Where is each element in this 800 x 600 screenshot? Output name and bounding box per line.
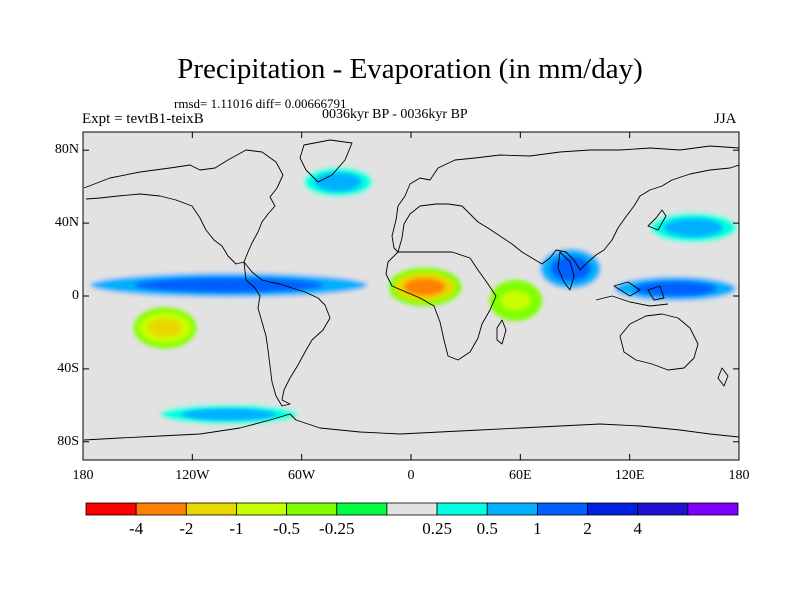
lat-tick-label: 80N bbox=[54, 142, 79, 158]
coast-new-zealand bbox=[717, 367, 729, 387]
coast-eurasia bbox=[391, 145, 739, 271]
coast-antarctica bbox=[83, 413, 739, 441]
field-region-core bbox=[549, 255, 592, 282]
colorbar-swatch bbox=[436, 502, 488, 516]
stats-line: rmsd= 1.11016 diff= 0.00666791 bbox=[174, 96, 347, 111]
field-region-core bbox=[500, 290, 531, 311]
colorbar bbox=[85, 502, 739, 516]
axis-ticks bbox=[82, 132, 740, 460]
colorbar-swatch bbox=[286, 502, 338, 516]
experiment-label: Expt = tevtB1-teixB bbox=[82, 111, 204, 127]
coast-australia bbox=[619, 313, 699, 371]
lat-tick-label: 80S bbox=[57, 433, 79, 449]
coast-south-america bbox=[243, 261, 331, 407]
colorbar-label: 1 bbox=[533, 519, 542, 538]
colorbar-label: -0.25 bbox=[319, 519, 355, 538]
colorbar-label: -4 bbox=[129, 519, 144, 538]
coast-india bbox=[557, 251, 575, 291]
coast-greenland bbox=[299, 139, 353, 183]
coast-japan bbox=[647, 209, 667, 231]
lon-tick-label: 120W bbox=[175, 468, 210, 483]
colorbar-swatch bbox=[587, 502, 639, 516]
lon-tick-label: 180 bbox=[728, 468, 750, 483]
colorbar-swatch bbox=[536, 502, 588, 516]
colorbar-swatch bbox=[185, 502, 237, 516]
field-region-core bbox=[147, 318, 183, 338]
field-region-core bbox=[663, 218, 724, 238]
field-region-core bbox=[134, 277, 324, 293]
lon-tick-label: 60W bbox=[288, 468, 316, 483]
coast-north-america bbox=[83, 149, 284, 265]
map-field bbox=[83, 132, 739, 460]
field-region-core bbox=[181, 408, 277, 421]
colorbar-label: 0.5 bbox=[476, 519, 498, 538]
colorbar-swatch bbox=[85, 502, 137, 516]
colorbar-swatch bbox=[135, 502, 187, 516]
colorbar-swatch bbox=[637, 502, 689, 516]
colorbar-label: -2 bbox=[179, 519, 194, 538]
lon-tick-label: 60E bbox=[509, 468, 532, 483]
colorbar-label: 2 bbox=[583, 519, 592, 538]
coast-se-asia-islands bbox=[595, 281, 669, 307]
lon-tick-label: 180 bbox=[72, 468, 94, 483]
colorbar-swatch bbox=[386, 502, 438, 516]
colorbar-swatch bbox=[486, 502, 538, 516]
lat-tick-label: 40S bbox=[57, 360, 79, 376]
lon-tick-label: 0 bbox=[407, 468, 415, 483]
lon-tick-label: 120E bbox=[614, 468, 645, 483]
colorbar-label: -0.5 bbox=[273, 519, 301, 538]
lat-tick-label: 40N bbox=[54, 215, 79, 231]
field-region-core bbox=[314, 172, 362, 192]
lat-tick-label: 0 bbox=[72, 288, 79, 303]
colorbar-swatch bbox=[687, 502, 739, 516]
colorbar-label: 4 bbox=[633, 519, 642, 538]
season-label: JJA bbox=[714, 111, 737, 127]
colorbar-swatch bbox=[336, 502, 388, 516]
field-region-core bbox=[403, 277, 446, 296]
map-title: Precipitation - Evaporation (in mm/day) bbox=[177, 53, 643, 85]
colorbar-label: 0.25 bbox=[422, 519, 452, 538]
colorbar-swatch bbox=[236, 502, 288, 516]
coast-africa bbox=[385, 251, 497, 361]
coast-madagascar bbox=[496, 319, 507, 345]
colorbar-label: -1 bbox=[229, 519, 244, 538]
period-line: 0036kyr BP - 0036kyr BP bbox=[322, 107, 468, 122]
coastlines bbox=[83, 139, 739, 441]
field-region-core bbox=[633, 281, 717, 297]
